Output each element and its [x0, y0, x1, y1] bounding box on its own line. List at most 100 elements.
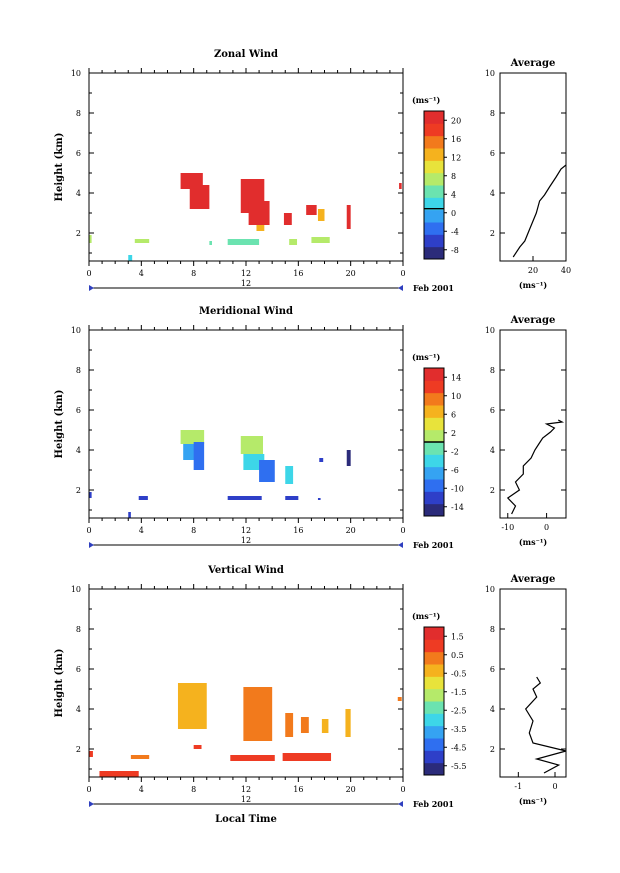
- heatmap-cell: [311, 237, 330, 243]
- average-panel: Average 2 4 6 8 10 -10 0 (ms⁻¹): [485, 315, 567, 547]
- colorbar-tick-label: -0.5: [451, 669, 466, 678]
- heatmap-cells: [89, 683, 402, 777]
- colorbar-swatch: [424, 651, 444, 665]
- heatmap-cell: [134, 239, 150, 243]
- date-arrow-right: [398, 801, 403, 807]
- average-title: Average: [510, 315, 556, 326]
- heatmap-cell: [248, 201, 270, 225]
- colorbar-tick-label: -4.5: [451, 743, 466, 752]
- date-arrow-left: [89, 542, 94, 548]
- date-tick-label: 12: [241, 795, 251, 804]
- colorbar-swatch: [424, 368, 444, 381]
- x-tick-label: 20: [346, 785, 356, 794]
- heatmap-cell: [285, 713, 294, 737]
- average-frame: [499, 72, 567, 262]
- heatmap-cell: [285, 466, 294, 484]
- heatmap-cell: [345, 709, 351, 737]
- heatmap-cell: [256, 225, 265, 231]
- average-y-tick-label: 6: [490, 665, 495, 674]
- colorbar-swatch: [424, 725, 444, 739]
- panel-title: Zonal Wind: [214, 49, 278, 60]
- average-y-tick-label: 4: [490, 446, 495, 455]
- heatmap-cell: [300, 717, 309, 733]
- heatmap-cell: [89, 492, 92, 498]
- heatmap-cell: [89, 235, 92, 243]
- colorbar-tick-label: 20: [451, 116, 461, 125]
- x-tick-label: 16: [293, 526, 303, 535]
- date-tick-label: 12: [241, 279, 251, 288]
- x-tick-label: 4: [139, 269, 144, 278]
- heatmap-cell: [317, 498, 321, 500]
- colorbar-swatch: [424, 701, 444, 714]
- average-y-tick-label: 2: [490, 745, 495, 754]
- average-y-tick-label: 8: [490, 109, 495, 118]
- date-arrow-right: [398, 542, 403, 548]
- average-x-units: (ms⁻¹): [519, 796, 547, 806]
- y-axis-label: Height (km): [54, 133, 65, 202]
- y-tick-label: 10: [71, 326, 81, 335]
- heatmap-cell: [317, 209, 325, 221]
- x-tick-label: 0: [86, 785, 91, 794]
- x-tick-label: 0: [400, 269, 405, 278]
- heatmap-cell: [346, 450, 351, 466]
- colorbar-swatch: [424, 405, 444, 418]
- colorbar-tick-label: -5.5: [451, 762, 466, 771]
- colorbar-tick-label: 6: [451, 410, 456, 419]
- colorbar-tick-label: -2: [451, 447, 459, 456]
- average-x-tick-label: 0: [544, 523, 549, 532]
- colorbar-swatch: [424, 380, 444, 394]
- y-tick-label: 2: [76, 229, 81, 238]
- x-tick-label: 12: [241, 269, 251, 278]
- plot-frame: [88, 588, 404, 778]
- x-tick-label: 4: [139, 785, 144, 794]
- average-y-tick-label: 8: [490, 625, 495, 634]
- colorbar-swatch: [424, 454, 444, 468]
- y-tick-label: 4: [76, 705, 81, 714]
- colorbar-tick-label: -2.5: [451, 706, 466, 715]
- colorbar-tick-label: -6: [451, 466, 459, 475]
- x-tick-label: 0: [400, 526, 405, 535]
- colorbar-swatch: [424, 135, 444, 149]
- heatmap-cell: [289, 239, 298, 245]
- average-x-units: (ms⁻¹): [519, 537, 547, 547]
- average-y-tick-label: 4: [490, 705, 495, 714]
- panel-title: Meridional Wind: [199, 306, 293, 317]
- colorbar-swatch: [424, 442, 444, 455]
- heatmap-cell: [138, 496, 148, 500]
- y-tick-label: 8: [76, 625, 81, 634]
- heatmap-cells: [89, 173, 402, 261]
- average-y-tick-label: 10: [485, 585, 495, 594]
- plot-frame: [88, 329, 404, 519]
- y-axis-label: Height (km): [54, 390, 65, 459]
- x-axis-label: Local Time: [215, 814, 277, 825]
- y-tick-label: 8: [76, 366, 81, 375]
- y-tick-label: 4: [76, 446, 81, 455]
- colorbar-swatch: [424, 234, 444, 248]
- colorbar-tick-label: 10: [451, 392, 461, 401]
- average-panel: Average 2 4 6 8 10 -1 0 (ms⁻¹): [485, 574, 567, 806]
- average-y-tick-label: 2: [490, 486, 495, 495]
- average-panel: Average 2 4 6 8 10 20 40 (ms⁻¹): [485, 58, 571, 290]
- colorbar-swatch: [424, 479, 444, 492]
- average-title: Average: [510, 58, 556, 69]
- colorbar-swatch: [424, 429, 444, 443]
- heatmap-cell: [193, 745, 202, 749]
- heatmap-cell: [319, 458, 324, 462]
- x-tick-label: 20: [346, 526, 356, 535]
- average-y-tick-label: 8: [490, 366, 495, 375]
- y-tick-label: 6: [76, 406, 81, 415]
- colorbar-units: (ms⁻¹): [412, 352, 440, 362]
- heatmap-cell: [259, 460, 275, 482]
- x-tick-label: 0: [86, 526, 91, 535]
- colorbar-swatch: [424, 503, 444, 517]
- x-tick-label: 16: [293, 269, 303, 278]
- heatmap-cell: [128, 255, 133, 261]
- colorbar-swatch: [424, 639, 444, 653]
- date-label: Feb 2001: [413, 540, 454, 550]
- colorbar-swatch: [424, 491, 444, 505]
- colorbar-tick-label: -8: [451, 246, 459, 255]
- colorbar-swatch: [424, 172, 444, 186]
- colorbar-frame: [423, 110, 445, 260]
- colorbar: -5.5 -4.5 -3.5 -2.5 -1.5 -0.5 0.5 1.5: [423, 626, 466, 776]
